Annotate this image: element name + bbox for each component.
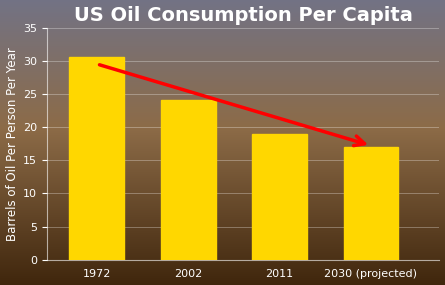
- Bar: [69, 57, 124, 260]
- Bar: [161, 101, 215, 260]
- Title: US Oil Consumption Per Capita: US Oil Consumption Per Capita: [73, 5, 413, 25]
- Bar: [252, 134, 307, 260]
- Y-axis label: Barrels of Oil Per Person Per Year: Barrels of Oil Per Person Per Year: [5, 47, 19, 241]
- Bar: [344, 147, 398, 260]
